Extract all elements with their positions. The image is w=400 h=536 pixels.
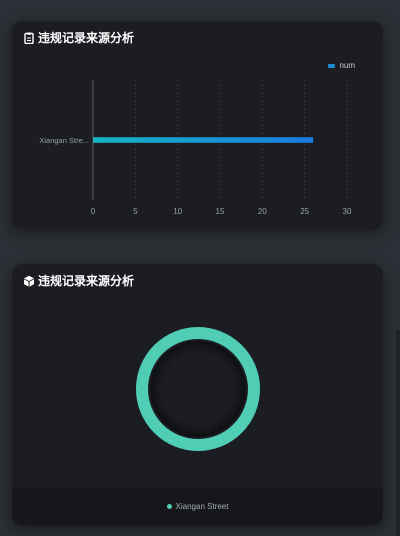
cube-icon [23,275,35,287]
bar-chart-panel: 违规记录来源分析 num 0 5 10 15 20 25 30 Xiangan Stre... [12,21,383,229]
donut-slice [136,327,260,451]
legend-label: num [339,61,355,70]
bar [93,137,314,143]
chart-legend[interactable]: num [328,61,355,70]
legend-dot [166,504,172,509]
x-tick-label: 25 [300,207,309,216]
panel-title-text: 违规记录来源分析 [38,31,135,45]
panel-title: 违规记录来源分析 [23,29,134,46]
clipboard-icon [23,32,35,44]
legend-swatch [328,63,336,68]
donut-hole [150,341,246,437]
bar-chart: 0 5 10 15 20 25 30 Xiangan Stre... [39,80,352,216]
donut-chart [136,327,260,451]
legend-label: Xiangan Street [175,502,229,511]
panel-title-text: 违规记录来源分析 [38,274,135,288]
x-tick-label: 30 [343,207,352,216]
x-tick-label: 20 [258,207,267,216]
side-edge [396,330,400,536]
donut-chart-panel: 违规记录来源分析 Xiangan Street [12,264,383,525]
y-tick-label: Xiangan Stre... [39,136,89,145]
chart-legend[interactable]: Xiangan Street [12,488,383,525]
panel-title: 违规记录来源分析 [23,272,134,289]
x-tick-label: 15 [216,207,225,216]
x-tick-label: 0 [91,207,96,216]
x-tick-label: 5 [133,207,138,216]
x-tick-label: 10 [173,207,182,216]
